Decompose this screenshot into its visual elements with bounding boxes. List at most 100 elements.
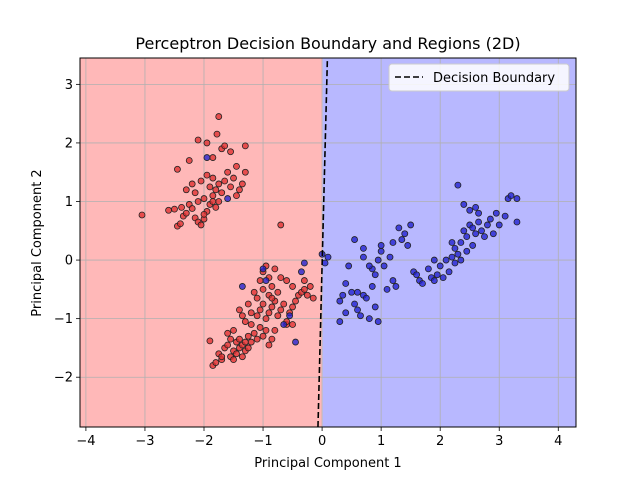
data-point-blue: [380, 262, 388, 270]
x-tick-label: −2: [194, 434, 213, 449]
data-point-blue: [481, 233, 488, 241]
data-point-red: [268, 294, 276, 302]
data-point-blue: [374, 256, 382, 264]
decision-boundary-line: [317, 57, 329, 428]
data-point-red: [262, 315, 270, 323]
data-point-blue: [451, 259, 459, 267]
data-point-red: [227, 148, 234, 156]
data-point-red: [236, 306, 243, 314]
data-point-blue: [354, 288, 361, 296]
data-point-red: [138, 211, 146, 219]
data-point-blue: [486, 215, 494, 223]
x-tick-label: 0: [318, 434, 326, 449]
data-point-red: [250, 329, 258, 337]
data-point-red: [265, 309, 273, 317]
data-point-blue: [371, 271, 379, 279]
plot-area: [79, 57, 577, 428]
data-point-red: [241, 142, 249, 150]
data-point-blue: [492, 209, 500, 217]
data-point-red: [236, 186, 243, 194]
data-point-red: [256, 277, 264, 284]
data-point-red: [212, 186, 220, 194]
data-point-red: [188, 205, 196, 212]
x-tick-label: −1: [253, 434, 272, 449]
x-tick-label: 2: [436, 434, 444, 449]
data-point-blue: [395, 224, 403, 232]
data-point-red: [206, 183, 214, 191]
chart-title: Perceptron Decision Boundary and Regions…: [135, 34, 520, 53]
data-point-red: [224, 329, 232, 337]
data-point-red: [241, 318, 249, 325]
data-point-red: [203, 171, 211, 179]
data-point-red: [188, 180, 196, 188]
data-point-blue: [419, 280, 426, 287]
data-point-red: [309, 294, 317, 302]
data-point-red: [218, 353, 226, 361]
data-point-blue: [203, 154, 211, 161]
data-point-blue: [300, 259, 308, 267]
data-point-red: [283, 277, 291, 284]
data-point-red: [165, 206, 172, 214]
data-point-blue: [286, 312, 294, 320]
data-point-red: [212, 203, 220, 211]
data-point-red: [250, 288, 258, 296]
data-point-red: [215, 113, 223, 120]
x-tick-label: −4: [76, 434, 95, 449]
data-point-red: [236, 335, 243, 343]
data-point-red: [182, 186, 190, 194]
data-point-blue: [454, 181, 462, 189]
y-tick-label: 0: [65, 254, 73, 269]
data-point-red: [274, 312, 282, 320]
data-point-red: [277, 221, 285, 229]
data-point-red: [233, 350, 240, 358]
data-point-red: [200, 210, 208, 218]
data-point-red: [212, 359, 220, 366]
data-point-red: [280, 300, 288, 308]
data-point-blue: [489, 230, 497, 238]
x-axis-label: Principal Component 1: [254, 456, 401, 471]
data-point-blue: [298, 268, 305, 276]
data-point-red: [256, 324, 264, 331]
data-point-blue: [451, 244, 459, 252]
data-point-red: [227, 335, 234, 343]
data-point-blue: [475, 209, 482, 217]
plot-frame: [79, 57, 577, 428]
data-point-red: [306, 283, 314, 290]
data-point-red: [185, 157, 193, 164]
data-points: [138, 113, 521, 369]
data-point-red: [194, 136, 202, 144]
data-point-blue: [430, 256, 438, 264]
data-point-blue: [457, 256, 465, 264]
data-point-red: [230, 174, 237, 182]
data-point-blue: [362, 294, 370, 302]
data-point-blue: [436, 262, 444, 270]
data-point-blue: [472, 230, 480, 238]
y-tick-label: −2: [54, 371, 73, 386]
data-point-blue: [339, 291, 347, 299]
data-point-red: [197, 177, 205, 185]
data-point-red: [271, 265, 279, 273]
data-point-blue: [386, 253, 394, 261]
data-point-blue: [469, 224, 477, 232]
data-point-blue: [342, 309, 350, 317]
data-point-blue: [430, 277, 438, 284]
y-axis: −2 −1 0 1 2 3: [54, 78, 80, 386]
data-point-red: [244, 332, 252, 340]
data-point-blue: [392, 283, 400, 290]
data-point-red: [209, 174, 217, 182]
data-point-red: [274, 288, 282, 296]
data-point-blue: [448, 253, 456, 261]
data-point-red: [174, 165, 181, 173]
data-point-blue: [280, 321, 288, 328]
data-point-red: [230, 326, 237, 334]
data-point-red: [253, 294, 261, 302]
data-point-red: [213, 130, 221, 138]
data-point-red: [241, 168, 249, 176]
y-tick-label: −1: [54, 312, 73, 327]
data-point-blue: [377, 242, 385, 249]
data-point-blue: [513, 195, 521, 202]
data-point-blue: [407, 221, 415, 229]
data-point-blue: [460, 227, 468, 235]
data-point-red: [289, 283, 296, 290]
data-point-red: [292, 297, 299, 305]
